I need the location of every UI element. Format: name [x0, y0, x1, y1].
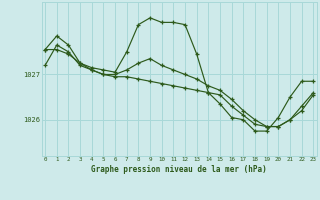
X-axis label: Graphe pression niveau de la mer (hPa): Graphe pression niveau de la mer (hPa)	[91, 165, 267, 174]
